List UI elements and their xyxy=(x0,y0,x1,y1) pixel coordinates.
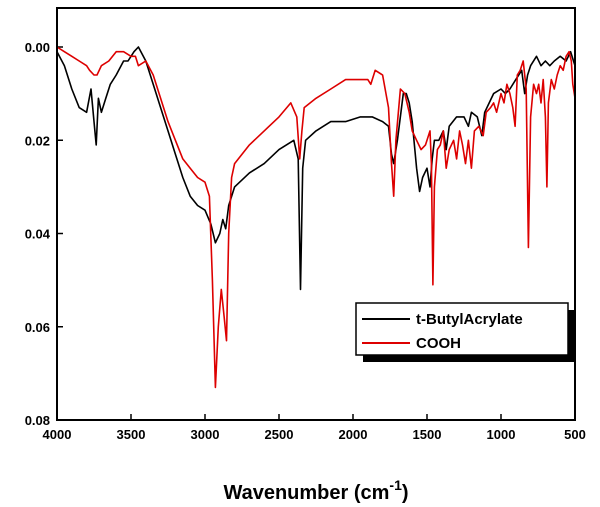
series-line-1 xyxy=(56,46,576,389)
legend: t-ButylAcrylate COOH xyxy=(355,302,575,362)
y-tick-label: 0.08 xyxy=(25,413,50,428)
x-tick-label: 3500 xyxy=(117,427,146,442)
x-tick-label: 3000 xyxy=(191,427,220,442)
series-layer xyxy=(56,46,576,389)
x-tick-label: 500 xyxy=(564,427,586,442)
x-axis-title-superscript: -1 xyxy=(389,477,402,493)
x-tick-label: 1000 xyxy=(487,427,516,442)
legend-label-series-1: COOH xyxy=(416,335,461,352)
x-tick-label: 1500 xyxy=(413,427,442,442)
x-axis-title: Wavenumber (cm-1) xyxy=(223,477,408,504)
x-tick-label: 4000 xyxy=(43,427,72,442)
x-tick-label: 2500 xyxy=(265,427,294,442)
x-axis-title-close: ) xyxy=(402,482,409,504)
x-axis-ticks: 4000 3500 3000 2500 2000 1500 1000 500 xyxy=(43,414,586,442)
legend-box xyxy=(355,302,569,356)
x-axis-title-main: Wavenumber (cm xyxy=(223,482,389,504)
y-tick-label: 0.04 xyxy=(25,227,51,242)
y-tick-label: 0.06 xyxy=(25,320,50,335)
series-line-0 xyxy=(56,46,576,291)
legend-label-series-0: t-ButylAcrylate xyxy=(416,311,523,328)
x-tick-label: 2000 xyxy=(339,427,368,442)
plot-frame xyxy=(56,7,576,421)
y-tick-label: 0.02 xyxy=(25,133,50,148)
y-tick-label: 0.00 xyxy=(25,40,50,55)
